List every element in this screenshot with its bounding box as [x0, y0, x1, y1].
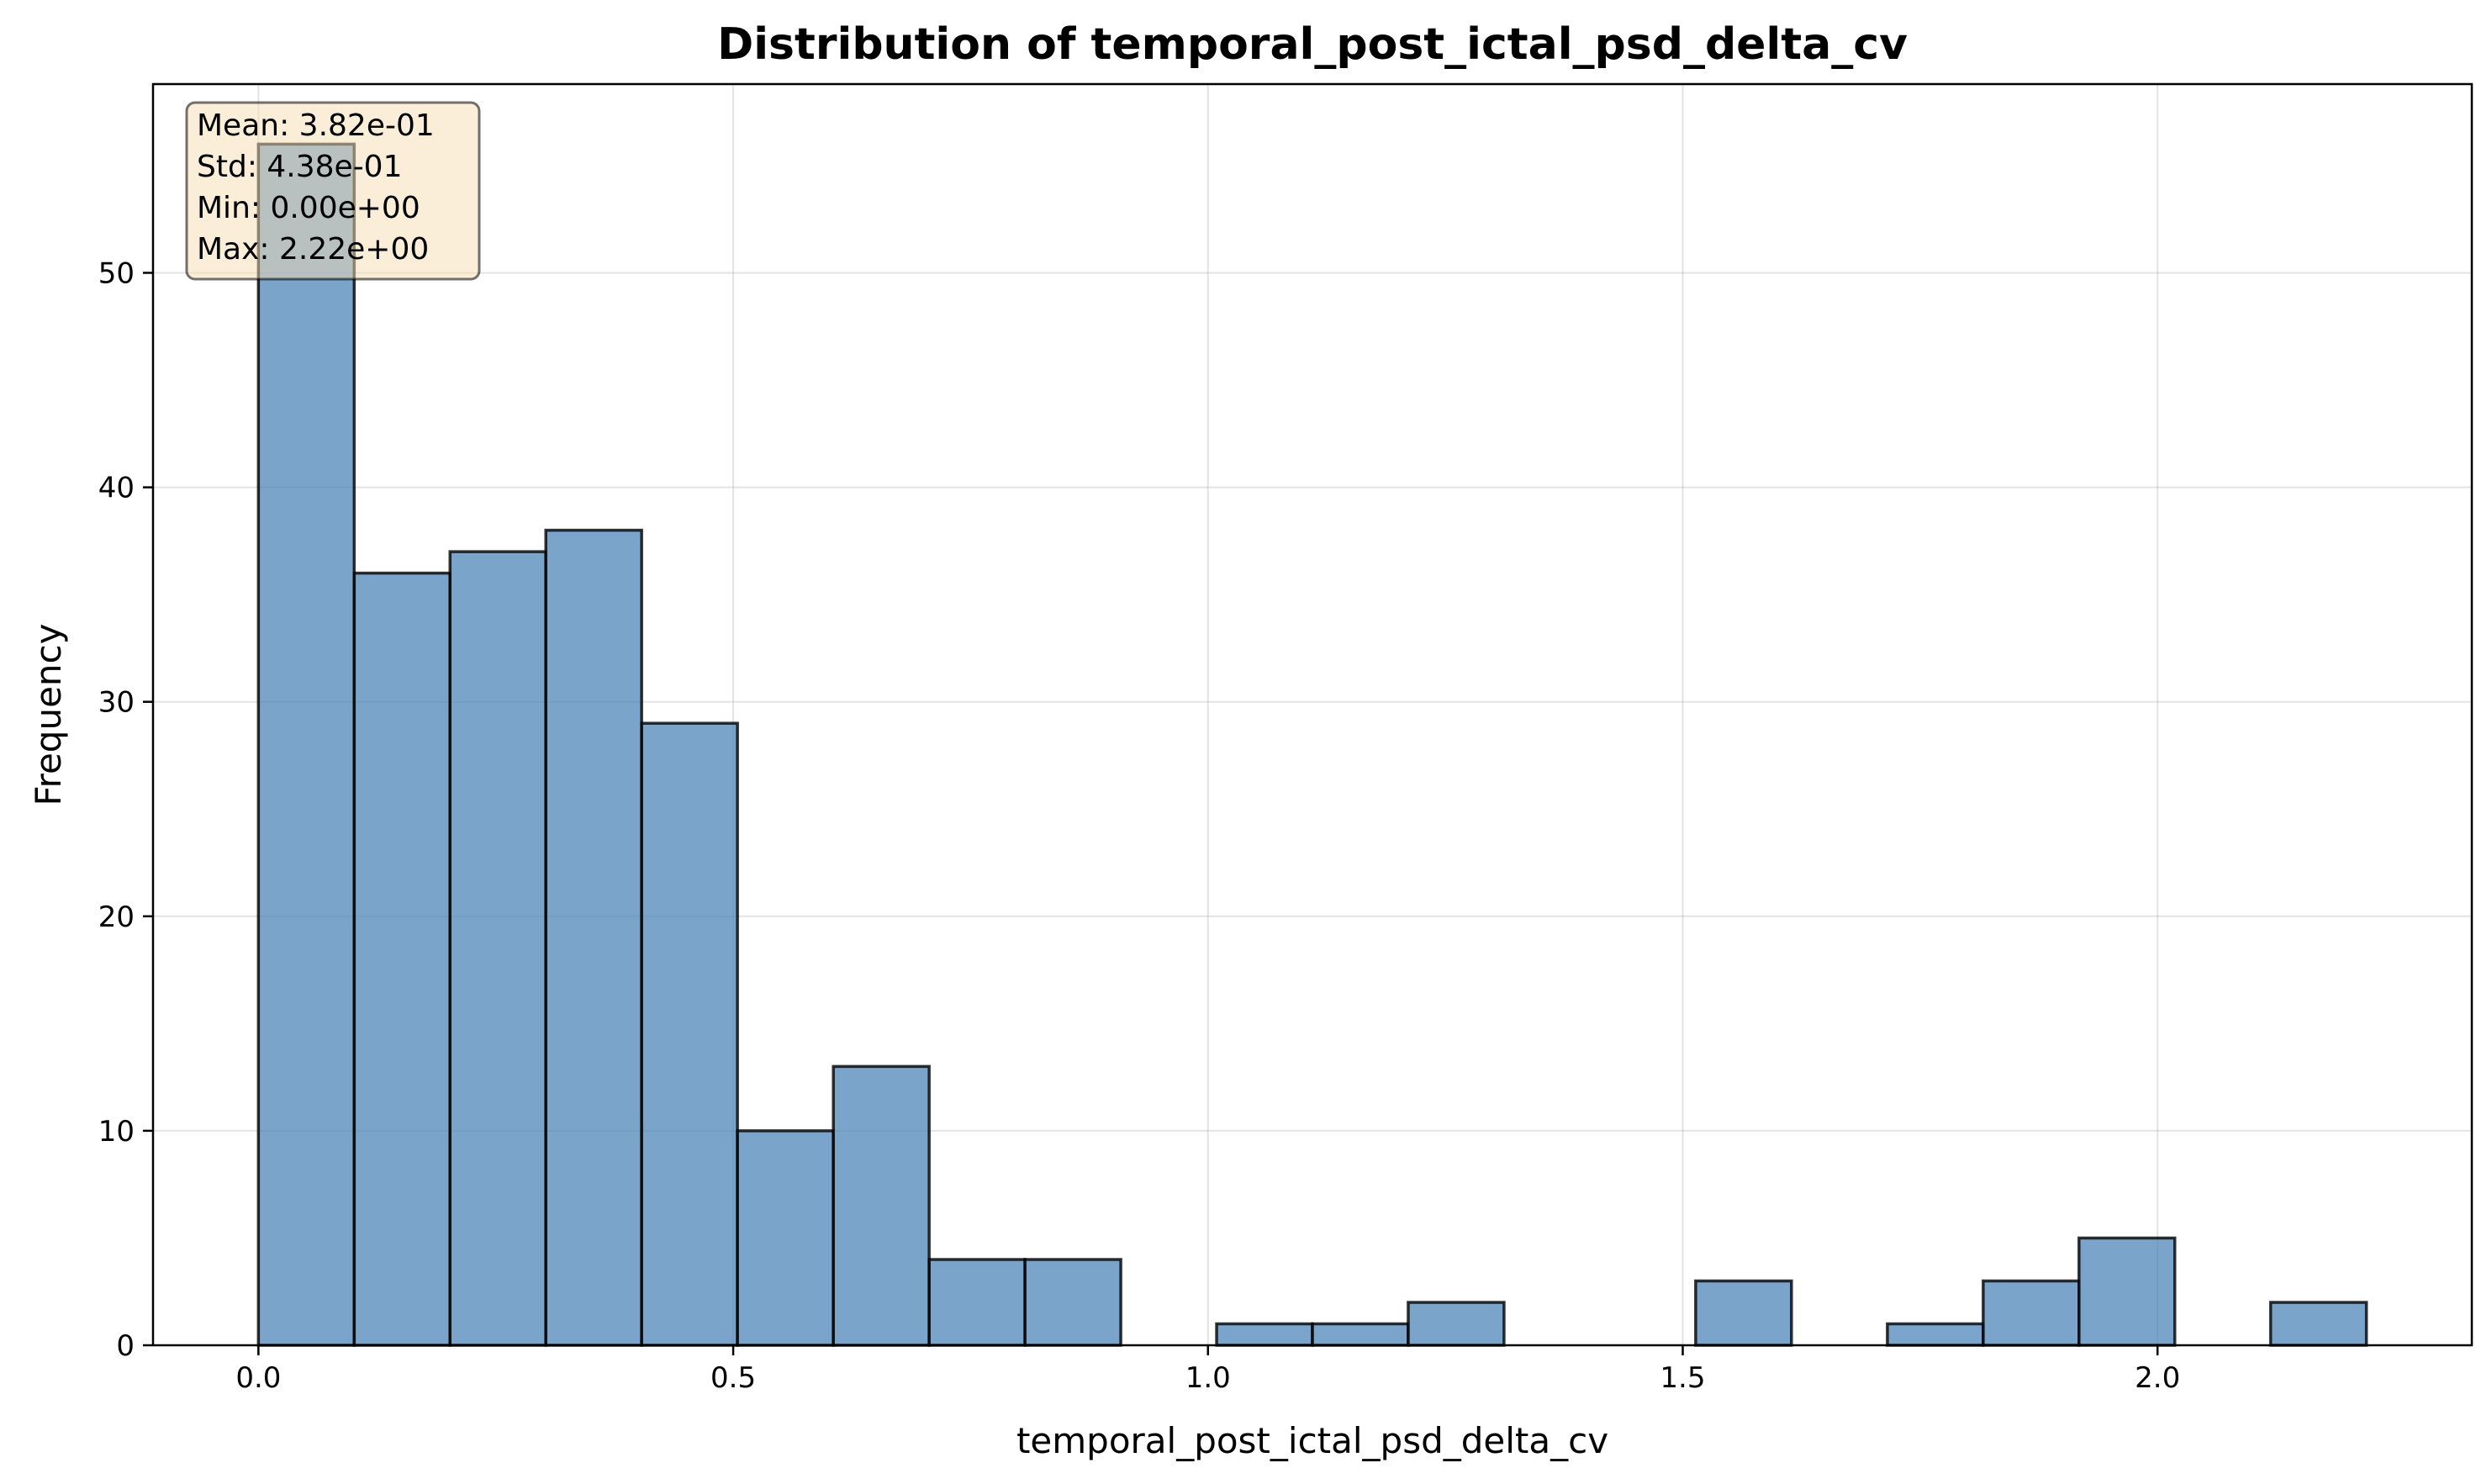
- histogram-bar: [1023, 1258, 1122, 1347]
- y-tick-label: 10: [98, 1115, 135, 1149]
- x-tick-label: 1.5: [1660, 1361, 1705, 1395]
- y-tick-label: 40: [98, 472, 135, 505]
- stats-max: Max: 2.22e+00: [197, 232, 429, 267]
- histogram-bar: [2078, 1236, 2177, 1347]
- histogram-bar: [1215, 1322, 1314, 1347]
- y-tick-label: 30: [98, 686, 135, 720]
- histogram-bar: [1886, 1322, 1985, 1347]
- histogram-bar: [1694, 1279, 1793, 1347]
- histogram-bar: [832, 1064, 931, 1347]
- axes-frame: [151, 82, 2474, 1347]
- y-axis-ticks: 0 10 20 30 40 50: [98, 256, 153, 1363]
- histogram-bars: [256, 142, 2368, 1347]
- stats-min: Min: 0.00e+00: [197, 191, 420, 225]
- chart-title: Distribution of temporal_post_ictal_psd_…: [717, 19, 1908, 70]
- y-tick-label: 50: [98, 256, 135, 290]
- x-axis-ticks: 0.0 0.5 1.0 1.5 2.0: [235, 1345, 2180, 1395]
- stats-box: Mean: 3.82e-01 Std: 4.38e-01 Min: 0.00e+…: [185, 101, 481, 281]
- histogram-bar: [1407, 1301, 1506, 1347]
- histogram-bar: [1311, 1322, 1410, 1347]
- stats-std: Std: 4.38e-01: [197, 150, 403, 184]
- histogram-bar: [352, 571, 452, 1347]
- y-axis-label: Frequency: [28, 624, 69, 806]
- histogram-bar: [927, 1258, 1027, 1347]
- y-tick-label: 0: [116, 1329, 135, 1363]
- stats-mean: Mean: 3.82e-01: [197, 108, 435, 143]
- x-axis-label: temporal_post_ictal_psd_delta_cv: [1016, 1420, 1608, 1461]
- histogram-bar: [448, 550, 547, 1347]
- histogram-bar: [1982, 1279, 2081, 1347]
- x-tick-label: 0.5: [710, 1361, 756, 1395]
- x-tick-label: 1.0: [1185, 1361, 1231, 1395]
- x-tick-label: 0.0: [235, 1361, 281, 1395]
- y-tick-label: 20: [98, 900, 135, 934]
- x-tick-label: 2.0: [2135, 1361, 2180, 1395]
- histogram-bar: [640, 721, 739, 1347]
- histogram-bar: [544, 528, 643, 1347]
- histogram-bar: [736, 1129, 835, 1347]
- stats-box-background: [185, 101, 481, 281]
- histogram-bar: [256, 142, 356, 1347]
- histogram-bar: [2268, 1301, 2368, 1347]
